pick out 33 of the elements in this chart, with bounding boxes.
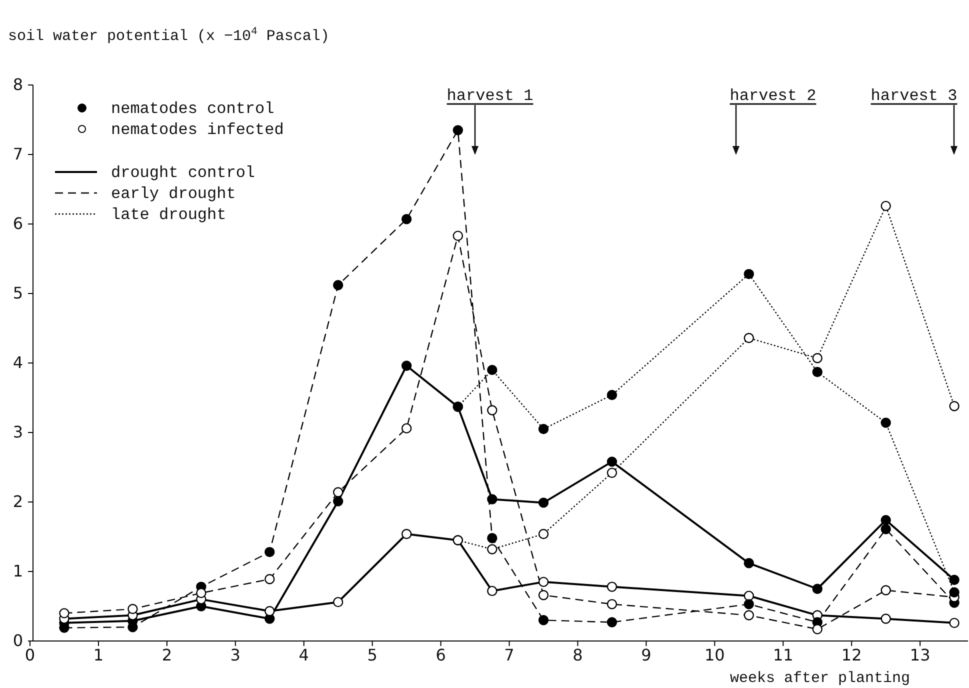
x-tick-label: 3 <box>230 645 240 664</box>
y-tick-label: 8 <box>12 75 23 94</box>
annotation: late drought <box>111 206 226 224</box>
x-tick-label: 10 <box>704 645 725 664</box>
x-tick-label: 5 <box>367 645 378 664</box>
y-tick-label: 0 <box>12 631 23 650</box>
x-axis-title: weeks after planting <box>730 670 910 687</box>
y-axis-title: soil water potential (x −10$^{4}$ Pascal) <box>8 26 330 45</box>
x-tick-label: 12 <box>841 645 862 664</box>
annotation: drought control <box>111 164 256 182</box>
annotation: nematodes infected <box>111 121 284 139</box>
x-tick-label: 6 <box>436 645 446 664</box>
y-tick-label: 2 <box>12 492 23 512</box>
x-tick-label: 0 <box>24 645 36 664</box>
x-tick-label: 2 <box>162 645 172 664</box>
annotation: early drought <box>111 185 236 203</box>
x-tick-label: 7 <box>504 645 514 664</box>
x-tick-label: 11 <box>772 645 794 664</box>
x-tick-label: 13 <box>910 645 930 664</box>
y-tick-label: 1 <box>12 562 23 581</box>
annotation: harvest 1 <box>446 87 534 105</box>
x-tick-label: 8 <box>572 645 583 664</box>
annotation: harvest 3 <box>870 87 958 105</box>
y-tick-label: 4 <box>12 353 23 372</box>
annotation: nematodes control <box>111 100 274 118</box>
x-tick-label: 1 <box>93 645 104 664</box>
y-tick-label: 5 <box>12 284 23 303</box>
x-tick-label: 4 <box>298 645 309 664</box>
y-tick-label: 7 <box>12 144 23 164</box>
annotation: harvest 2 <box>730 87 816 105</box>
x-tick-label: 9 <box>641 645 652 664</box>
y-tick-label: 6 <box>12 214 23 234</box>
y-tick-label: 3 <box>12 422 23 442</box>
